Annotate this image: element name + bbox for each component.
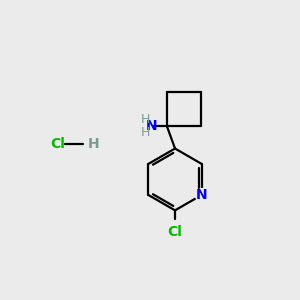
Text: H: H [140, 126, 150, 139]
Text: N: N [146, 119, 157, 133]
Text: H: H [88, 137, 100, 151]
Text: H: H [140, 113, 150, 126]
Text: N: N [196, 188, 208, 202]
Text: Cl: Cl [50, 137, 65, 151]
Text: Cl: Cl [168, 225, 182, 239]
